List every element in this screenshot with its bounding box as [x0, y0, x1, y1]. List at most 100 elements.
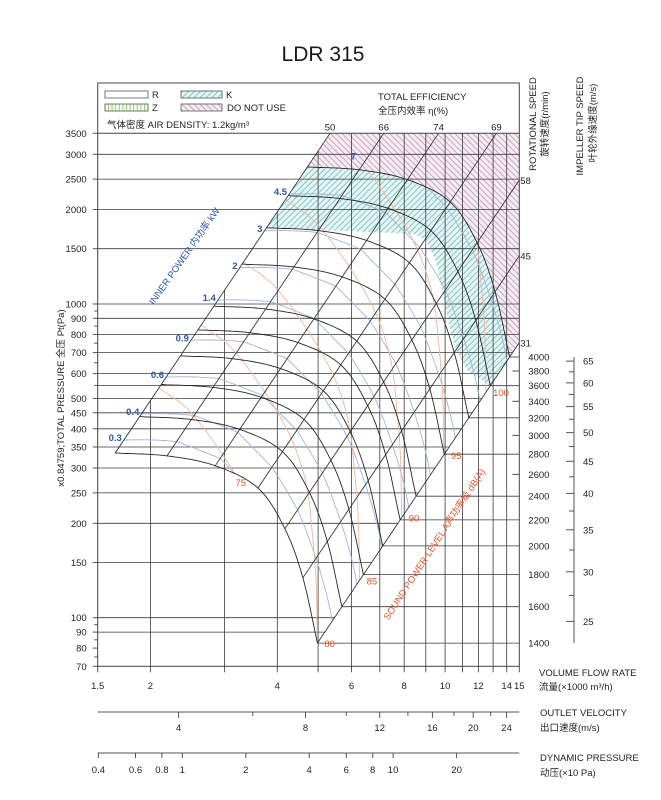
inner-power-label: 1.4 — [203, 293, 217, 304]
sound-power-curve — [158, 387, 276, 644]
tip-speed-tick-label: 35 — [583, 525, 594, 536]
x-tick-label: 1.5 — [91, 681, 104, 692]
x-tick-label: 4 — [275, 681, 280, 692]
speed-tick-label: 2600 — [528, 470, 549, 481]
inner-power-curve — [141, 413, 333, 622]
efficiency-labels: 50 66 74 69 58 45 31 — [325, 122, 531, 349]
speed-tick-label: 1800 — [528, 570, 549, 581]
legend-label-do-not-use: DO NOT USE — [227, 103, 286, 114]
x-tick-label: 2 — [148, 681, 153, 692]
speed-tick-label: 3000 — [528, 431, 549, 442]
efficiency-label: 74 — [433, 122, 444, 133]
tip-speed-tick-label: 65 — [583, 357, 594, 368]
page-title: LDR 315 — [282, 43, 365, 66]
sound-power-label: 80 — [324, 639, 335, 650]
outlet-velocity-tick-label: 4 — [176, 723, 181, 734]
grid-layer — [97, 133, 520, 667]
outlet-velocity-tick-label: 12 — [374, 723, 385, 734]
y-tick-label: 3500 — [66, 129, 87, 140]
legend-label-r: R — [152, 90, 159, 101]
regions-layer — [266, 133, 520, 386]
inner-power-label: 2 — [232, 261, 237, 272]
y-tick-label: 2500 — [66, 175, 87, 186]
fan-speed-curves — [115, 166, 511, 644]
legend-swatch-r — [104, 90, 149, 99]
x-tick-label: 15 — [514, 681, 525, 692]
x-axis-title: VOLUME FLOW RATE — [539, 668, 636, 679]
fan-curve-2400-rpm — [213, 305, 417, 497]
y-tick-label: 350 — [71, 443, 87, 454]
outlet-velocity-tick-label: 8 — [303, 723, 308, 734]
efficiency-line — [114, 133, 331, 454]
sound-power-curve — [200, 324, 318, 644]
tip-speed-axis-title-cn: 叶轮外缘速度(m/s) — [587, 84, 599, 163]
outlet-velocity-title-cn: 出口速度(m/s) — [540, 722, 600, 734]
chart-frame — [97, 82, 520, 667]
tip-speed-tick-label: 40 — [583, 489, 594, 500]
sound-power-label: 85 — [367, 576, 378, 587]
speed-tick-label: 2000 — [528, 541, 549, 552]
efficiency-line — [166, 133, 385, 457]
efficiency-label: 66 — [378, 122, 389, 133]
speed-tick-label: 2400 — [528, 492, 549, 503]
y-tick-label: 3000 — [66, 150, 87, 161]
speed-tick-label: 3200 — [528, 413, 549, 424]
dynamic-pressure-tick-label: 10 — [388, 765, 399, 776]
inner-power-label: 3 — [257, 224, 262, 235]
speed-axis-title-cn: 旋转速度(r/min) — [539, 91, 551, 156]
y-tick-label: 300 — [71, 464, 87, 475]
legend-swatch-do-not-use — [180, 103, 223, 112]
inner-power-label: 0.4 — [126, 407, 140, 418]
y-tick-label: 700 — [71, 348, 87, 359]
fan-curve-1600-rpm — [139, 416, 343, 607]
inner-power-label: 0.3 — [109, 433, 122, 444]
outlet-velocity-tick-label: 20 — [468, 723, 479, 734]
dynamic-pressure-tick-label: 2 — [243, 765, 248, 776]
inner-power-curve — [123, 439, 316, 644]
y-tick-label: 1500 — [66, 244, 87, 255]
axes-layer: 3500 3000 2500 2000 1500 1000 900 800 700 600 500 4… — [66, 129, 594, 776]
sound-power-title: SOUND POWER LEVEL A声功率级 dB(A) — [381, 466, 488, 622]
efficiency-label: 50 — [325, 122, 336, 133]
inner-power-label: 4.5 — [274, 187, 288, 198]
y-tick-label: 450 — [71, 408, 87, 419]
inner-power-labels: 0.3 0.4 0.6 0.9 1.4 2 3 4.5 7 — [109, 151, 356, 444]
x-tick-label: 10 — [440, 681, 451, 692]
inner-power-curve — [239, 266, 431, 475]
efficiency-line — [214, 133, 439, 467]
tip-speed-axis-title: IMPELLER TIP SPEED — [575, 76, 586, 175]
inner-power-curve — [166, 376, 358, 585]
efficiency-label: 69 — [491, 122, 502, 133]
air-density-note: 气体密度 AIR DENSITY: 1.2kg/m³ — [107, 119, 249, 131]
legend: R Z K DO NOT USE 气体密度 AIR DENSITY: 1.2kg… — [104, 90, 467, 131]
dynamic-pressure-tick-label: 6 — [344, 765, 349, 776]
outlet-velocity-tick-label: 16 — [427, 723, 438, 734]
x-tick-label: 8 — [402, 681, 407, 692]
legend-swatch-k — [180, 90, 223, 99]
speed-tick-label: 4000 — [528, 353, 549, 364]
y-tick-label: 900 — [71, 314, 87, 325]
speed-tick-label: 3800 — [528, 367, 549, 378]
y-tick-label: 2000 — [66, 205, 87, 216]
y-tick-label: 400 — [71, 424, 87, 435]
y-tick-label: 80 — [76, 644, 87, 655]
legend-label-z: Z — [152, 103, 158, 114]
speed-tick-label: 3400 — [528, 397, 549, 408]
efficiency-line — [302, 255, 520, 579]
y-tick-label: 250 — [71, 488, 87, 499]
region-do-not-use — [307, 133, 520, 357]
efficiency-line — [317, 342, 520, 644]
fan-curve-3200-rpm — [266, 227, 470, 418]
tip-speed-tick-label: 55 — [583, 402, 594, 413]
y-axis-title: x0.84759;TOTAL PRESSURE 全压 Pt(Pa) — [55, 309, 67, 486]
sound-power-curve — [242, 261, 361, 581]
inner-power-label: 0.9 — [176, 333, 189, 344]
dynamic-pressure-tick-label: 0.6 — [129, 765, 142, 776]
y-tick-label: 500 — [71, 394, 87, 405]
efficiency-lines — [114, 133, 520, 644]
speed-tick-label: 2800 — [528, 450, 549, 461]
inner-power-label: 0.6 — [151, 370, 164, 381]
tip-speed-tick-label: 60 — [583, 378, 594, 389]
inner-power-title: INNER POWER 内功率 kW — [146, 205, 222, 307]
